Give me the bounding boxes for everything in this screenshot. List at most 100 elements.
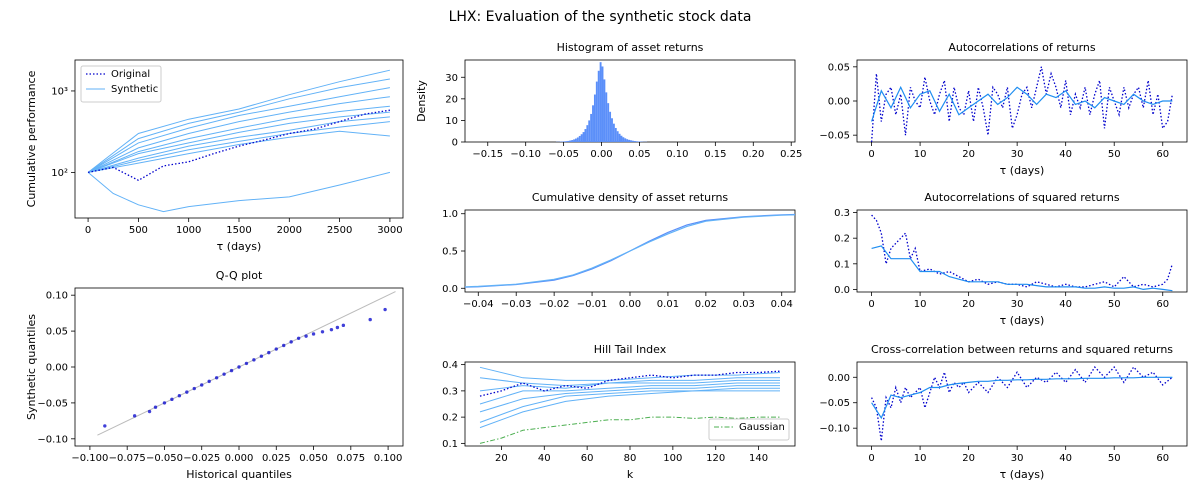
cumulative-synthetic-line xyxy=(87,96,390,173)
acf-ytick-label: −0.05 xyxy=(819,131,850,142)
hist-bar xyxy=(612,123,615,142)
hist-bar xyxy=(611,118,613,142)
qq-xtick-label: 0.000 xyxy=(225,453,254,464)
hill-synthetic-line xyxy=(479,377,780,387)
hist-ylabel: Density xyxy=(415,80,428,122)
qq-point xyxy=(289,340,293,344)
qq-xtick-label: −0.075 xyxy=(109,453,146,464)
hist-bar xyxy=(569,140,572,142)
hill-synthetic-line xyxy=(479,382,780,405)
panel-autocorrelation-returns: 0 10 20 30 40 50 60 −0.05 0.00 0.05 Autocorrelatio… xyxy=(819,41,1188,177)
cdf-title: Cumulative density of asset returns xyxy=(532,191,729,204)
cdf-xtick-label: −0.01 xyxy=(577,299,608,310)
qq-ylabel: Synthetic quantiles xyxy=(25,314,38,420)
hist-bar xyxy=(563,141,566,142)
cdf-ytick-label: 0.0 xyxy=(442,284,458,295)
panel-autocorrelation-squared: 0 10 20 30 40 50 60 0.0 0.1 0.2 0.3 Autocorrelation… xyxy=(834,191,1188,327)
acf_sq-xlabel: τ (days) xyxy=(1000,314,1045,327)
qq-point xyxy=(103,424,107,428)
acf-plot-area xyxy=(870,66,1174,142)
figure-title: LHX: Evaluation of the synthetic stock d… xyxy=(449,9,752,25)
qq-point xyxy=(192,386,196,391)
hist-bar xyxy=(603,79,606,142)
xcorr-xlabel: τ (days) xyxy=(1000,468,1045,481)
cumulative-xtick-label: 2500 xyxy=(327,225,352,236)
hill-legend-box xyxy=(708,418,790,441)
acf-xtick-label: 40 xyxy=(1059,149,1072,160)
cdf-synthetic-line xyxy=(465,214,795,288)
cumulative-xtick-label: 3000 xyxy=(377,225,402,236)
qq-xtick-label: −0.050 xyxy=(146,453,183,464)
xcorr-xtick-label: 40 xyxy=(1059,453,1072,464)
acf-xtick-label: 0 xyxy=(868,149,874,160)
cumulative-synthetic-line xyxy=(87,78,390,173)
hist-xtick-label: −0.05 xyxy=(548,149,579,160)
hist-xtick-label: −0.15 xyxy=(472,149,503,160)
qq-xtick-label: 0.025 xyxy=(262,453,291,464)
acf_sq-xtick-label: 20 xyxy=(962,299,975,310)
hist-bar xyxy=(601,66,604,142)
hill-ytick-label: 0.4 xyxy=(442,360,458,371)
cumulative-xlabel: τ (days) xyxy=(217,240,262,253)
acf-xtick-label: 20 xyxy=(962,149,975,160)
qq-point xyxy=(147,409,152,414)
hill-xtick-label: 60 xyxy=(581,453,594,464)
hist-plot-area xyxy=(556,62,648,142)
cumulative-legend-box xyxy=(80,65,162,103)
cumulative-synthetic-line xyxy=(87,69,391,173)
hist-ytick-label: 30 xyxy=(445,73,458,84)
qq-ytick-label: −0.10 xyxy=(37,434,68,445)
cumulative-ytick-label: 10³ xyxy=(51,86,68,97)
qq-ytick-label: 0.05 xyxy=(46,327,68,338)
hill-xtick-label: 80 xyxy=(624,453,637,464)
hist-bar xyxy=(609,111,612,142)
hist-bar xyxy=(607,103,610,142)
qq-point xyxy=(237,365,241,369)
hist-bar xyxy=(614,127,617,142)
hill-gaussian-line xyxy=(479,416,780,444)
qq-xtick-label: −0.100 xyxy=(71,453,108,464)
qq-point xyxy=(132,414,137,418)
hist-bar xyxy=(582,132,585,142)
qq-point xyxy=(282,343,286,348)
cumulative-xtick-label: 1000 xyxy=(176,225,201,236)
acf_sq-xtick-label: 40 xyxy=(1059,299,1072,310)
hill-xtick-label: 120 xyxy=(706,453,725,464)
cumulative-ytick-label: 10² xyxy=(51,168,68,179)
qq-point xyxy=(341,323,346,328)
qq-xtick-label: 0.050 xyxy=(299,453,328,464)
qq-point xyxy=(368,317,372,322)
hist-bar xyxy=(576,137,579,142)
hist-bar xyxy=(593,94,596,142)
hill-synthetic-line xyxy=(479,366,781,381)
xcorr-xtick-label: 30 xyxy=(1011,453,1024,464)
qq-point xyxy=(329,327,334,332)
cdf-ytick-label: 1.0 xyxy=(442,209,458,220)
acf-xtick-label: 50 xyxy=(1108,149,1121,160)
hist-bar xyxy=(624,138,627,142)
cdf-xtick-label: −0.04 xyxy=(463,299,494,310)
panel-hill-tail-index: 20 40 60 80 100 120 140 0.1 0.2 0.3 0.4 Hill Tail I… xyxy=(442,343,796,481)
hist-ytick-label: 20 xyxy=(445,94,458,105)
hist-xtick-label: −0.10 xyxy=(510,149,541,160)
hist-bar xyxy=(592,105,594,142)
acf-synthetic-line xyxy=(871,85,1173,122)
qq-ytick-label: −0.05 xyxy=(37,398,68,409)
acf-original-line xyxy=(870,66,1174,142)
hist-bar xyxy=(588,120,591,142)
acf_sq-ytick-label: 0.0 xyxy=(834,285,850,296)
acf_sq-xtick-label: 60 xyxy=(1156,299,1169,310)
qq-point xyxy=(162,401,167,405)
cdf-xtick-label: 0.03 xyxy=(733,299,755,310)
cumulative-xtick-label: 2000 xyxy=(277,225,302,236)
cumulative-legend-label: Original xyxy=(111,69,150,80)
hill-legend-label: Gaussian xyxy=(739,422,785,433)
qq-point xyxy=(335,325,340,330)
qq-ytick-label: 0.10 xyxy=(46,291,68,302)
hist-xtick-label: 0.10 xyxy=(666,149,688,160)
cumulative-xtick-label: 1500 xyxy=(226,225,251,236)
hill-ytick-label: 0.1 xyxy=(442,439,458,450)
qq-point xyxy=(320,330,325,334)
qq-xlabel: Historical quantiles xyxy=(186,468,292,481)
